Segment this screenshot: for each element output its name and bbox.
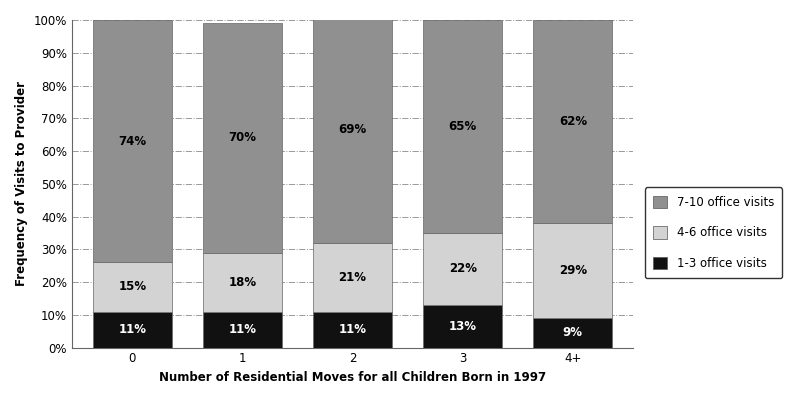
Text: 69%: 69% (338, 123, 367, 136)
Bar (203, 253, 282, 312)
Bar (423, 20, 503, 233)
Text: 9%: 9% (563, 326, 583, 339)
Bar (93, 263, 172, 312)
Bar (203, 312, 282, 348)
Text: 11%: 11% (118, 323, 146, 336)
Text: 62%: 62% (559, 115, 587, 128)
Text: 15%: 15% (118, 280, 146, 294)
Text: 13%: 13% (448, 320, 476, 333)
Bar (423, 305, 503, 348)
Legend: 7-10 office visits, 4-6 office visits, 1-3 office visits: 7-10 office visits, 4-6 office visits, 1… (645, 188, 782, 279)
Bar (423, 233, 503, 305)
Bar (533, 318, 613, 348)
X-axis label: Number of Residential Moves for all Children Born in 1997: Number of Residential Moves for all Chil… (159, 371, 546, 384)
Text: 18%: 18% (228, 276, 256, 288)
Bar (93, 20, 172, 263)
Y-axis label: Frequency of Visits to Provider: Frequency of Visits to Provider (15, 81, 28, 286)
Text: 70%: 70% (228, 131, 256, 144)
Bar (93, 312, 172, 348)
Bar (313, 243, 393, 312)
Text: 74%: 74% (118, 135, 146, 148)
Text: 11%: 11% (228, 323, 256, 336)
Text: 11%: 11% (338, 323, 366, 336)
Text: 29%: 29% (559, 264, 587, 277)
Bar (313, 17, 393, 243)
Text: 65%: 65% (448, 120, 477, 133)
Bar (533, 20, 613, 223)
Text: 21%: 21% (338, 271, 366, 284)
Bar (533, 223, 613, 318)
Text: 22%: 22% (448, 263, 476, 275)
Bar (203, 23, 282, 253)
Bar (313, 312, 393, 348)
